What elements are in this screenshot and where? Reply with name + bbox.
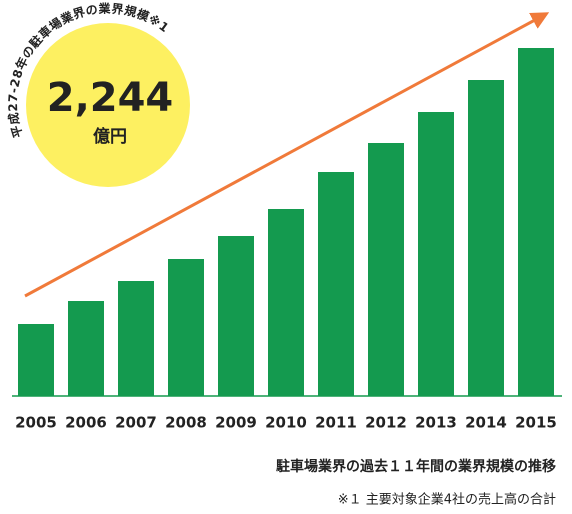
bar [468,80,504,396]
bar [418,112,454,396]
x-tick-label: 2014 [465,414,507,432]
bar [268,209,304,396]
chart-note: ※１ 主要対象企業4社の売上高の合計 [338,492,556,508]
x-tick-label: 2013 [415,414,457,432]
x-tick-label: 2009 [215,414,257,432]
bar [368,143,404,396]
chart-caption: 駐車場業界の過去１１年間の業界規模の推移 [276,458,556,475]
bar [318,172,354,396]
x-tick-label: 2007 [115,414,157,432]
x-tick-label: 2010 [265,414,307,432]
bar [18,324,54,396]
x-tick-label: 2005 [15,414,57,432]
x-tick-label: 2008 [165,414,207,432]
x-tick-label: 2012 [365,414,407,432]
badge-unit: 億円 [93,126,127,147]
bar [118,281,154,396]
x-tick-label: 2015 [515,414,557,432]
bar [168,259,204,396]
x-tick-label: 2006 [65,414,107,432]
x-tick-label: 2011 [315,414,357,432]
bar [68,301,104,396]
bar [518,48,554,396]
bar [218,236,254,396]
badge-circle [26,23,190,187]
trend-arrow [24,12,550,298]
badge-value: 2,244 [47,75,174,121]
